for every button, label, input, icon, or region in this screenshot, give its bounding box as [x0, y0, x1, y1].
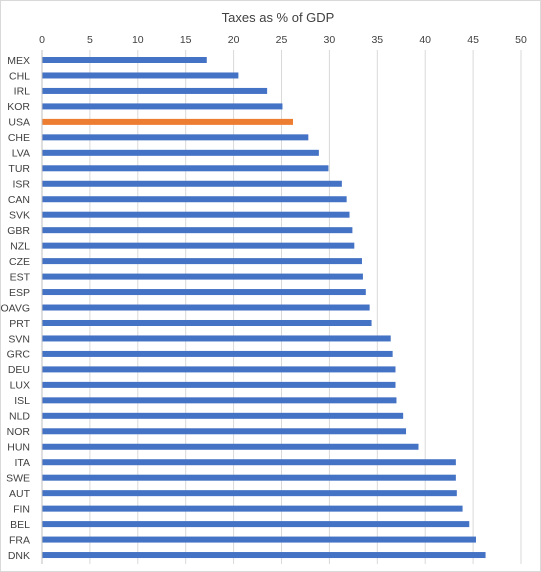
bar-grc — [42, 350, 393, 357]
category-label: OAVG — [0, 302, 30, 314]
x-tick-label: 30 — [324, 34, 336, 46]
y-axis-category-labels: MEX CHL IRL KOR USA CHE LVA TUR ISR CAN SVK GBR NZL C… — [0, 55, 30, 562]
bar-ita — [42, 459, 456, 466]
category-label: FRA — [9, 534, 30, 546]
bar-nzl — [42, 242, 355, 249]
category-label: BEL — [10, 519, 30, 531]
bar-nor — [42, 428, 407, 435]
category-label: GRC — [7, 349, 31, 361]
category-label: MEX — [7, 55, 30, 67]
bar-cze — [42, 258, 362, 265]
category-label: NOR — [7, 426, 31, 438]
x-tick-label: 25 — [276, 34, 288, 46]
category-label: AUT — [9, 488, 31, 500]
category-label: ISR — [12, 179, 30, 191]
bar-isl — [42, 397, 397, 404]
category-label: FIN — [13, 503, 30, 515]
category-label: LUX — [10, 380, 30, 392]
category-label: ESP — [9, 287, 30, 299]
category-label: USA — [8, 117, 30, 129]
bar-tur — [42, 165, 329, 172]
category-label: DNK — [8, 550, 30, 562]
bar-kor — [42, 103, 283, 110]
bar-prt — [42, 319, 372, 326]
category-label: ISL — [14, 395, 30, 407]
bar-irl — [42, 87, 268, 94]
bar-svk — [42, 211, 350, 218]
bar-gbr — [42, 227, 353, 234]
category-label: SWE — [6, 472, 30, 484]
bar-lux — [42, 381, 396, 388]
category-label: LVA — [12, 148, 30, 160]
x-tick-label: 40 — [419, 34, 431, 46]
chart-title: Taxes as % of GDP — [222, 10, 335, 25]
x-tick-label: 20 — [228, 34, 240, 46]
category-label: GBR — [7, 225, 30, 237]
x-tick-label: 5 — [87, 34, 93, 46]
bar-fin — [42, 505, 463, 512]
bar-isr — [42, 180, 342, 187]
x-tick-label: 15 — [180, 34, 192, 46]
category-label: CHE — [8, 132, 30, 144]
category-label: EST — [10, 271, 31, 283]
bar-nld — [42, 412, 404, 419]
category-label: DEU — [8, 364, 30, 376]
bar-can — [42, 196, 347, 203]
bar-chl — [42, 72, 239, 79]
bar-dnk — [42, 552, 486, 559]
bar-bel — [42, 521, 470, 528]
category-label: PRT — [9, 318, 30, 330]
bar-usa — [42, 118, 293, 125]
bar-esp — [42, 289, 366, 296]
bar-svn — [42, 335, 391, 342]
bar-aut — [42, 490, 457, 497]
bar-che — [42, 134, 309, 141]
category-label: SVN — [8, 333, 30, 345]
bar-fra — [42, 536, 476, 543]
category-label: KOR — [7, 101, 30, 113]
category-label: CAN — [8, 194, 30, 206]
bar-deu — [42, 366, 396, 373]
bar-swe — [42, 474, 456, 481]
x-tick-label: 45 — [467, 34, 479, 46]
category-label: ITA — [14, 457, 30, 469]
category-label: NZL — [10, 240, 30, 252]
category-label: TUR — [8, 163, 30, 175]
x-axis-tick-labels: 0 5 10 15 20 25 30 35 40 45 50 — [39, 34, 527, 46]
category-label: CZE — [9, 256, 30, 268]
category-label: HUN — [7, 442, 30, 454]
x-tick-label: 35 — [371, 34, 383, 46]
x-tick-label: 10 — [132, 34, 144, 46]
bars — [42, 57, 486, 559]
bar-est — [42, 273, 363, 280]
category-label: IRL — [14, 86, 31, 98]
category-label: CHL — [9, 70, 30, 82]
bar-lva — [42, 149, 319, 156]
bar-mex — [42, 57, 207, 63]
x-tick-label: 0 — [39, 34, 45, 46]
bar-oavg — [42, 304, 370, 311]
category-label: NLD — [9, 411, 30, 423]
x-tick-label: 50 — [515, 34, 527, 46]
bar-hun — [42, 443, 419, 450]
category-label: SVK — [9, 210, 30, 222]
